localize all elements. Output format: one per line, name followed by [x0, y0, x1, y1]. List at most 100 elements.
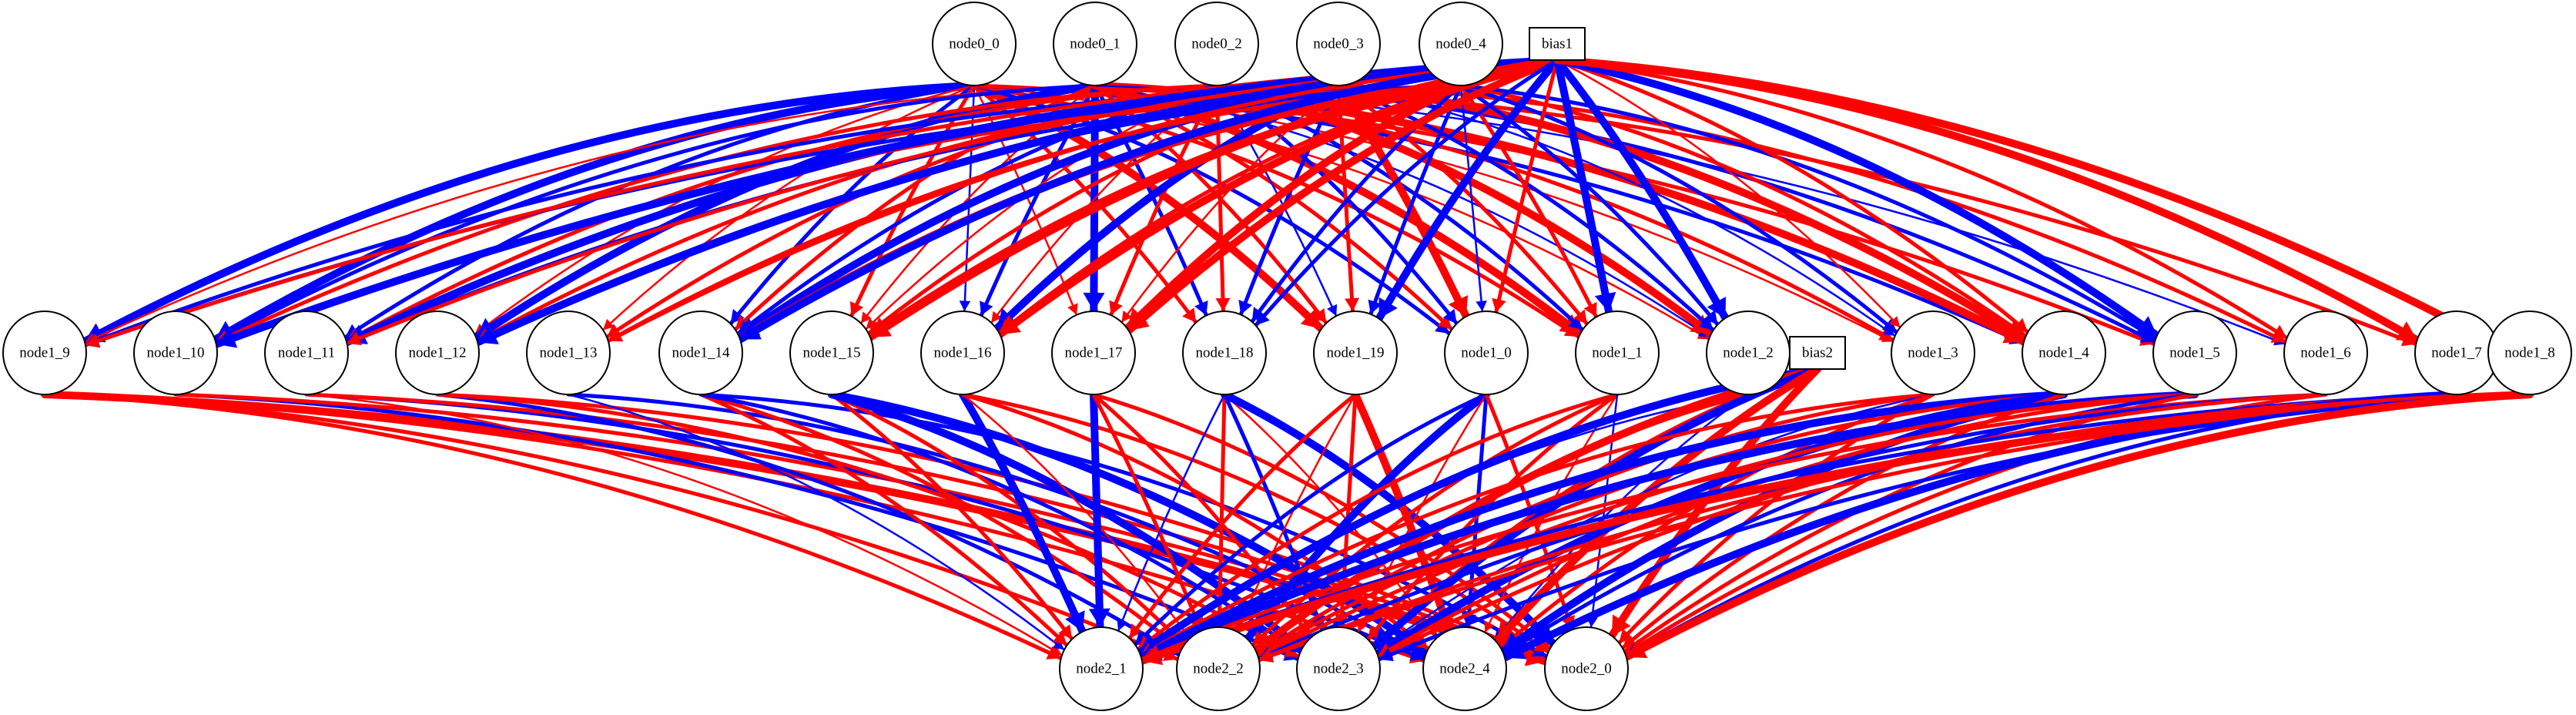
node-label: node1_15	[803, 345, 861, 361]
arrowhead	[1052, 639, 1064, 650]
node-circle	[932, 2, 1017, 86]
node-label: node1_0	[1461, 345, 1511, 361]
node-node1_10: node1_10	[133, 311, 218, 395]
node-label: node0_4	[1435, 36, 1486, 52]
edge-node1_19-to-node2_1	[1127, 392, 1358, 640]
edge-bias1-to-node1_4	[1555, 58, 2030, 334]
arrowhead	[980, 300, 993, 316]
node-label: node0_1	[1070, 36, 1120, 52]
node-node1_13: node1_13	[526, 311, 611, 395]
arrowhead	[1881, 318, 1898, 333]
edge-node0_0-to-node1_14	[729, 83, 976, 326]
node-circle	[526, 311, 611, 395]
arrowhead	[603, 318, 615, 331]
node-circle	[2283, 311, 2368, 395]
node-node1_19: node1_19	[1313, 311, 1398, 395]
node-label: node0_3	[1313, 36, 1363, 52]
node-node0_2: node0_2	[1174, 2, 1259, 86]
arrowhead	[1128, 310, 1150, 331]
arrowhead	[1215, 297, 1231, 312]
bias-box	[1789, 336, 1846, 370]
arrowhead	[85, 334, 101, 348]
node-label: node1_11	[278, 345, 335, 361]
node-label: node1_14	[672, 345, 730, 361]
arrowhead	[1505, 639, 1526, 660]
arrowhead	[740, 321, 762, 340]
arrowhead	[991, 311, 1003, 323]
node-label: node1_9	[19, 345, 69, 361]
edge-bias1-to-node1_19	[1375, 56, 1561, 323]
arrowhead	[1378, 647, 1394, 662]
arrowhead	[860, 311, 872, 324]
arrowhead	[1109, 300, 1123, 315]
node-bias2: bias2	[1789, 336, 1846, 370]
arrowhead	[849, 300, 864, 317]
node-label: node1_5	[2169, 345, 2219, 361]
arrowhead	[2013, 317, 2028, 332]
node-node2_1: node2_1	[1059, 626, 1144, 711]
arrowhead	[1378, 297, 1398, 319]
edge-bias1-to-node1_3	[1556, 59, 1901, 329]
node-label: node0_0	[949, 36, 999, 52]
node-circle	[1891, 311, 1975, 395]
arrowhead	[1255, 311, 1270, 326]
arrowhead	[1703, 310, 1718, 325]
node-circle	[789, 311, 874, 395]
node-circle	[133, 311, 218, 395]
node-label: node2_3	[1313, 661, 1363, 677]
node-node0_3: node0_3	[1296, 2, 1381, 86]
node-label: node1_13	[540, 345, 598, 361]
node-node1_4: node1_4	[2022, 311, 2106, 395]
node-label: node1_2	[1723, 345, 1773, 361]
arrowhead	[2136, 316, 2157, 336]
node-circle	[2022, 311, 2106, 395]
edge-bias1-to-node1_13	[606, 58, 1559, 344]
node-node0_4: node0_4	[1419, 2, 1503, 86]
node-label: node1_16	[934, 345, 992, 361]
node-node1_12: node1_12	[395, 311, 480, 395]
edge-node1_8-to-node2_3	[1377, 392, 2532, 662]
edge-node0_0-to-node1_13	[601, 84, 976, 331]
node-node1_16: node1_16	[920, 311, 1005, 395]
arrowhead	[1448, 295, 1469, 317]
node-circle	[1575, 311, 1660, 395]
node-label: node1_18	[1196, 345, 1254, 361]
node-circle	[1051, 311, 1136, 395]
arrowhead	[1258, 649, 1275, 663]
arrowhead	[1368, 624, 1382, 640]
arrowhead	[1194, 300, 1208, 316]
arrowhead	[1050, 645, 1062, 656]
arrowhead	[959, 300, 971, 312]
edges-layer	[41, 56, 2534, 666]
arrowhead	[608, 328, 624, 342]
arrowhead	[2272, 324, 2287, 338]
node-node2_0: node2_0	[1544, 626, 1629, 711]
arrowhead	[1142, 644, 1164, 666]
node-label: node1_6	[2300, 345, 2350, 361]
node-circle	[2, 311, 87, 395]
node-node1_8: node1_8	[2487, 311, 2572, 395]
edge-node1_16-to-node2_1	[959, 391, 1087, 636]
node-label: node0_2	[1191, 36, 1241, 52]
arrowhead	[1611, 614, 1631, 636]
node-node0_1: node0_1	[1053, 2, 1137, 86]
arrowhead	[1368, 299, 1382, 314]
node-node1_9: node1_9	[2, 311, 87, 395]
edge-bias1-to-node1_1	[1553, 56, 1616, 317]
arrowhead	[1083, 292, 1105, 312]
node-circle	[2487, 311, 2572, 395]
node-node1_14: node1_14	[658, 311, 743, 395]
arrowhead	[1182, 307, 1197, 323]
arrowhead	[1573, 309, 1588, 324]
arrowhead	[1121, 311, 1133, 323]
node-circle	[1296, 2, 1381, 86]
node-circle	[1544, 626, 1629, 711]
node-circle	[1182, 311, 1267, 395]
node-label: node1_12	[409, 345, 467, 361]
edge-node0_4-to-node1_2	[1459, 83, 1720, 327]
node-circle	[1419, 2, 1503, 86]
arrowhead	[1559, 314, 1580, 334]
edge-node0_4-to-node1_0	[1459, 84, 1487, 313]
edge-node1_8-to-node2_0	[1622, 391, 2534, 661]
